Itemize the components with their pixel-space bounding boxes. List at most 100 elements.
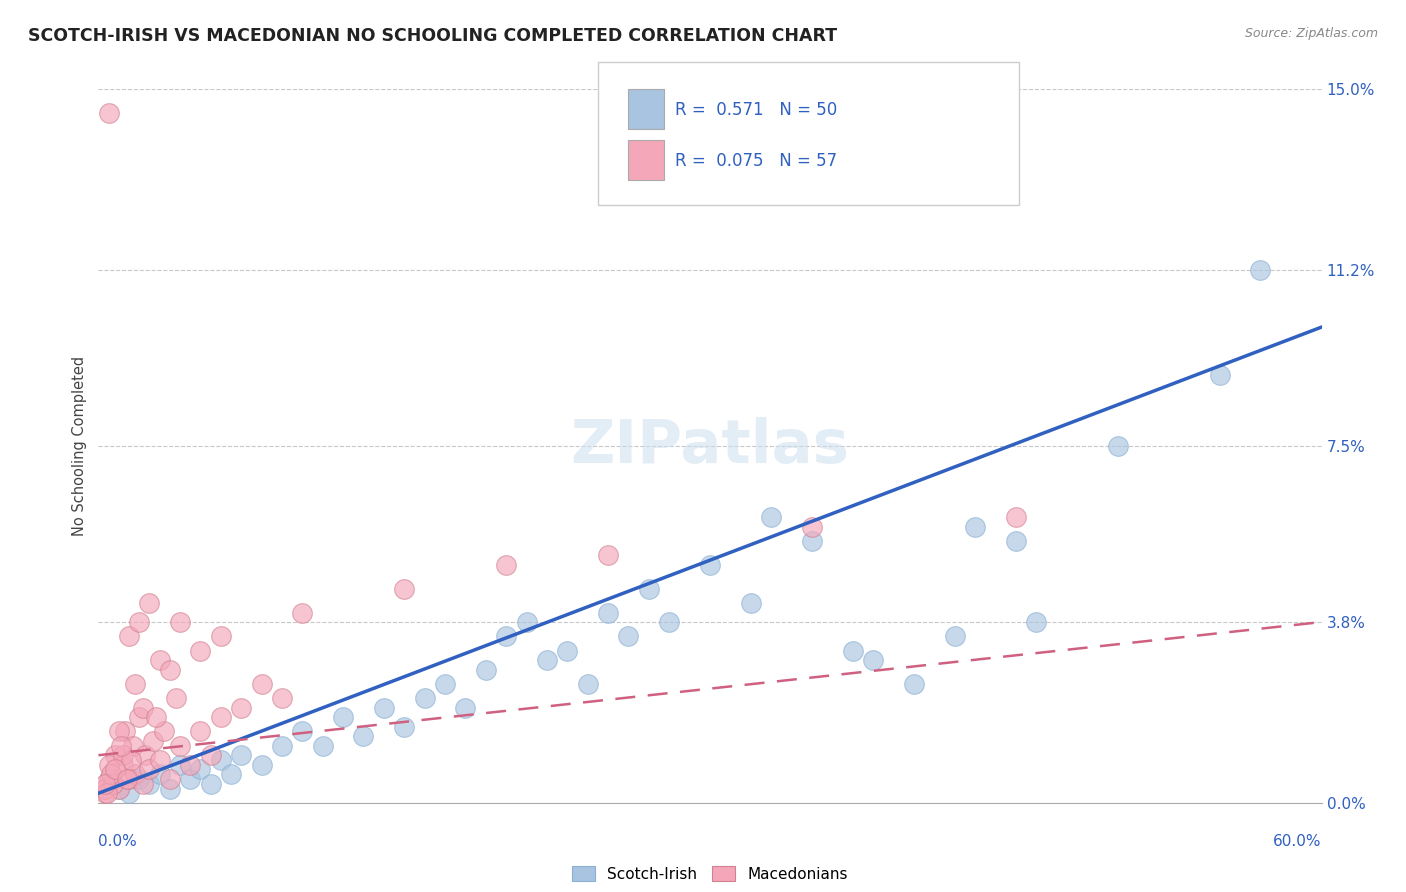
Point (209, 629, 232, 643)
Point (658, 615, 681, 629)
Point (97, 757, 120, 772)
Point (759, 510, 782, 524)
Point (200, 777, 222, 791)
Point (179, 757, 201, 772)
Point (596, 549, 619, 563)
Point (108, 781, 131, 796)
Point (165, 691, 187, 706)
Point (97, 772, 120, 786)
Point (903, 677, 925, 691)
Point (433, 677, 456, 691)
Point (1107, 439, 1129, 453)
Point (101, 777, 124, 791)
Point (142, 734, 165, 748)
Point (801, 534, 824, 549)
Point (179, 772, 201, 786)
Point (97, 106, 120, 120)
Text: 0.0%: 0.0% (98, 834, 138, 849)
Text: R =  0.075   N = 57: R = 0.075 N = 57 (675, 152, 837, 169)
Point (617, 629, 640, 643)
Point (1249, 263, 1271, 277)
Point (138, 596, 160, 610)
Point (219, 767, 242, 781)
Point (134, 748, 156, 763)
Point (801, 520, 824, 534)
Point (1208, 368, 1232, 382)
Point (699, 558, 721, 572)
Point (115, 772, 138, 786)
Point (132, 700, 155, 714)
Point (149, 767, 172, 781)
Point (188, 763, 212, 777)
Point (159, 781, 181, 796)
Text: SCOTCH-IRISH VS MACEDONIAN NO SCHOOLING COMPLETED CORRELATION CHART: SCOTCH-IRISH VS MACEDONIAN NO SCHOOLING … (28, 27, 837, 45)
Point (740, 596, 762, 610)
Point (291, 606, 314, 620)
Point (118, 629, 141, 643)
Point (128, 772, 150, 786)
Point (495, 629, 517, 643)
Point (118, 772, 141, 786)
Point (100, 767, 122, 781)
Point (145, 710, 167, 724)
Point (270, 691, 294, 706)
Point (159, 772, 181, 786)
Point (96, 786, 118, 800)
Point (332, 710, 354, 724)
Point (495, 558, 517, 572)
Point (965, 520, 987, 534)
Point (291, 724, 314, 739)
Point (152, 724, 174, 739)
Point (474, 663, 498, 677)
Point (841, 643, 863, 657)
Point (576, 677, 599, 691)
Point (122, 739, 145, 753)
Point (111, 748, 134, 763)
Point (270, 739, 294, 753)
Text: ZIPatlas: ZIPatlas (571, 417, 849, 475)
Point (1004, 510, 1026, 524)
Point (108, 724, 131, 739)
Point (104, 748, 127, 763)
Point (862, 653, 884, 667)
Point (93, 781, 115, 796)
Point (516, 615, 538, 629)
Point (169, 739, 191, 753)
Point (132, 777, 155, 791)
Point (114, 724, 136, 739)
Point (128, 615, 150, 629)
Point (536, 653, 558, 667)
Point (943, 629, 966, 643)
Point (169, 757, 191, 772)
Text: Source: ZipAtlas.com: Source: ZipAtlas.com (1244, 27, 1378, 40)
Point (124, 677, 146, 691)
Point (250, 677, 273, 691)
Point (149, 653, 172, 667)
Point (352, 729, 374, 743)
Point (138, 763, 160, 777)
Point (200, 748, 222, 763)
Point (312, 739, 335, 753)
Point (637, 582, 661, 596)
Point (454, 700, 477, 714)
Point (159, 663, 181, 677)
Point (169, 615, 191, 629)
Text: R =  0.571   N = 50: R = 0.571 N = 50 (675, 101, 837, 119)
Point (188, 724, 212, 739)
Point (110, 739, 132, 753)
Point (104, 763, 127, 777)
Point (108, 781, 131, 796)
Point (413, 691, 436, 706)
Point (128, 710, 150, 724)
Point (138, 777, 160, 791)
Point (392, 720, 416, 734)
Point (111, 757, 134, 772)
Point (124, 767, 146, 781)
Y-axis label: No Schooling Completed: No Schooling Completed (72, 356, 87, 536)
Text: 60.0%: 60.0% (1274, 834, 1322, 849)
Legend: Scotch-Irish, Macedonians: Scotch-Irish, Macedonians (565, 860, 855, 888)
Point (93, 777, 115, 791)
Point (93, 786, 115, 800)
Point (149, 753, 172, 767)
Point (120, 753, 142, 767)
